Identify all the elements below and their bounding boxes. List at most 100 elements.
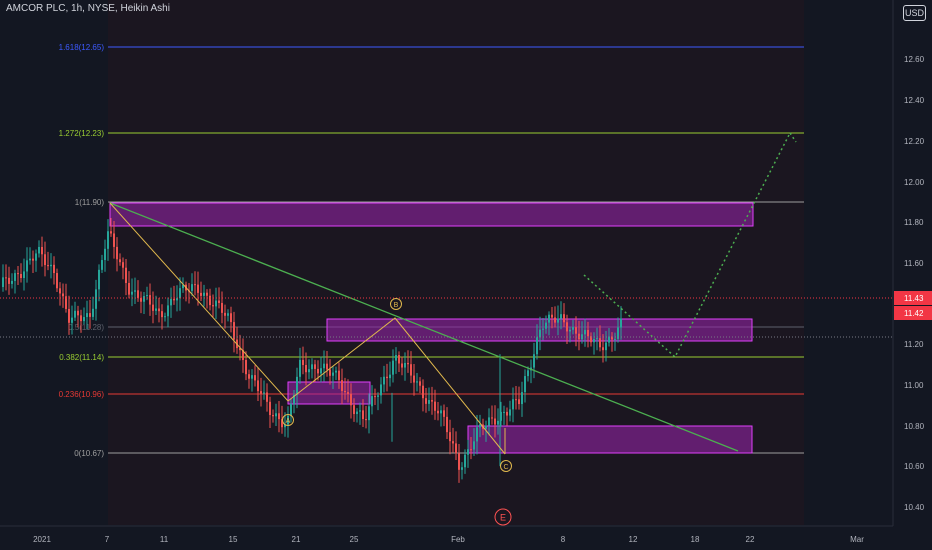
supply-demand-zones[interactable]	[109, 202, 754, 454]
candle-body	[29, 258, 31, 261]
candle-body	[269, 401, 271, 416]
candle-body	[587, 329, 589, 337]
candle-body	[506, 411, 508, 416]
last-price-label: 11.43	[904, 294, 924, 303]
time-tick-label: 18	[691, 535, 700, 544]
candle-body	[596, 338, 598, 340]
candle-body	[554, 317, 556, 323]
candle-body	[176, 298, 178, 301]
candle-body	[527, 370, 529, 377]
wave-label-c: C	[503, 464, 508, 471]
symbol-title: AMCOR PLC, 1h, NYSE, Heikin Ashi	[6, 3, 170, 14]
candle-body	[341, 380, 343, 392]
candle-body	[509, 409, 511, 416]
candle-body	[26, 260, 28, 272]
candle-body	[548, 314, 550, 323]
candle-body	[47, 265, 49, 267]
candle-body	[473, 441, 475, 450]
candle-body	[578, 333, 580, 340]
candle-body	[149, 295, 151, 305]
price-tick-label: 11.20	[904, 340, 924, 349]
candle-body	[608, 336, 610, 343]
candle-body	[155, 308, 157, 311]
candle-body	[80, 315, 82, 322]
candle-body	[455, 443, 457, 454]
candle-body	[95, 289, 97, 309]
candle-body	[569, 329, 571, 332]
candle-body	[386, 376, 388, 379]
candle-body	[89, 313, 91, 317]
candle-body	[545, 322, 547, 329]
currency-button[interactable]: USD	[903, 5, 926, 21]
candle-body	[278, 413, 280, 420]
candle-body	[137, 290, 139, 298]
candle-body	[392, 360, 394, 375]
price-zone[interactable]	[287, 381, 371, 405]
fib-level-label: 0.236(10.96)	[59, 390, 105, 399]
trendline[interactable]	[109, 202, 739, 452]
candle-body	[245, 359, 247, 375]
candle-body	[134, 290, 136, 292]
wave-label-a: A	[286, 418, 291, 425]
candle-body	[521, 392, 523, 405]
candle-body	[281, 419, 283, 428]
candle-body	[383, 376, 385, 385]
candle-body	[233, 322, 235, 340]
elliott-wave-path[interactable]	[109, 202, 506, 455]
candle-body	[56, 273, 58, 289]
candle-body	[203, 292, 205, 296]
time-axis-background	[0, 526, 932, 550]
candle-body	[209, 295, 211, 306]
candle-body	[83, 317, 85, 322]
last-price-badge	[894, 306, 932, 320]
candle-body	[338, 370, 340, 381]
wave-label-circle	[390, 298, 402, 310]
candle-body	[62, 293, 64, 297]
candle-body	[74, 310, 76, 318]
trend-drawings[interactable]	[0, 132, 893, 455]
candle-body	[479, 424, 481, 428]
candle-body	[86, 313, 88, 318]
candle-body	[419, 381, 421, 386]
price-tick-label: 10.80	[904, 422, 925, 431]
candle-body	[332, 372, 334, 376]
candle-body	[599, 338, 601, 348]
candle-body	[116, 246, 118, 260]
wave-label-e: E	[500, 513, 506, 523]
candle-body	[284, 424, 286, 428]
candle-body	[515, 399, 517, 401]
candle-body	[302, 359, 304, 365]
candle-body	[305, 364, 307, 373]
candle-body	[512, 399, 514, 410]
projection-path[interactable]	[583, 132, 791, 359]
candle-body	[470, 449, 472, 451]
candle-body	[335, 370, 337, 373]
candle-body	[221, 302, 223, 313]
candle-body	[206, 292, 208, 296]
candle-body	[239, 348, 241, 351]
candle-body	[17, 273, 19, 275]
candle-body	[611, 336, 613, 340]
candle-body	[257, 380, 259, 392]
price-zone[interactable]	[467, 425, 753, 454]
candle-body	[182, 284, 184, 289]
candle-body	[65, 296, 67, 309]
projection-path-tail	[789, 132, 797, 143]
candle-body	[446, 416, 448, 433]
candle-body	[152, 304, 154, 311]
time-tick-label: Mar	[850, 535, 864, 544]
candle-body	[401, 363, 403, 368]
candle-body	[242, 350, 244, 360]
candle-body	[407, 362, 409, 365]
candle-body	[563, 314, 565, 323]
candle-body	[590, 336, 592, 343]
candle-body	[560, 314, 562, 319]
candle-body	[98, 269, 100, 290]
candle-body	[320, 368, 322, 374]
candle-body	[32, 258, 34, 261]
candle-body	[605, 342, 607, 351]
candle-body	[92, 308, 94, 317]
price-zone[interactable]	[109, 202, 754, 227]
